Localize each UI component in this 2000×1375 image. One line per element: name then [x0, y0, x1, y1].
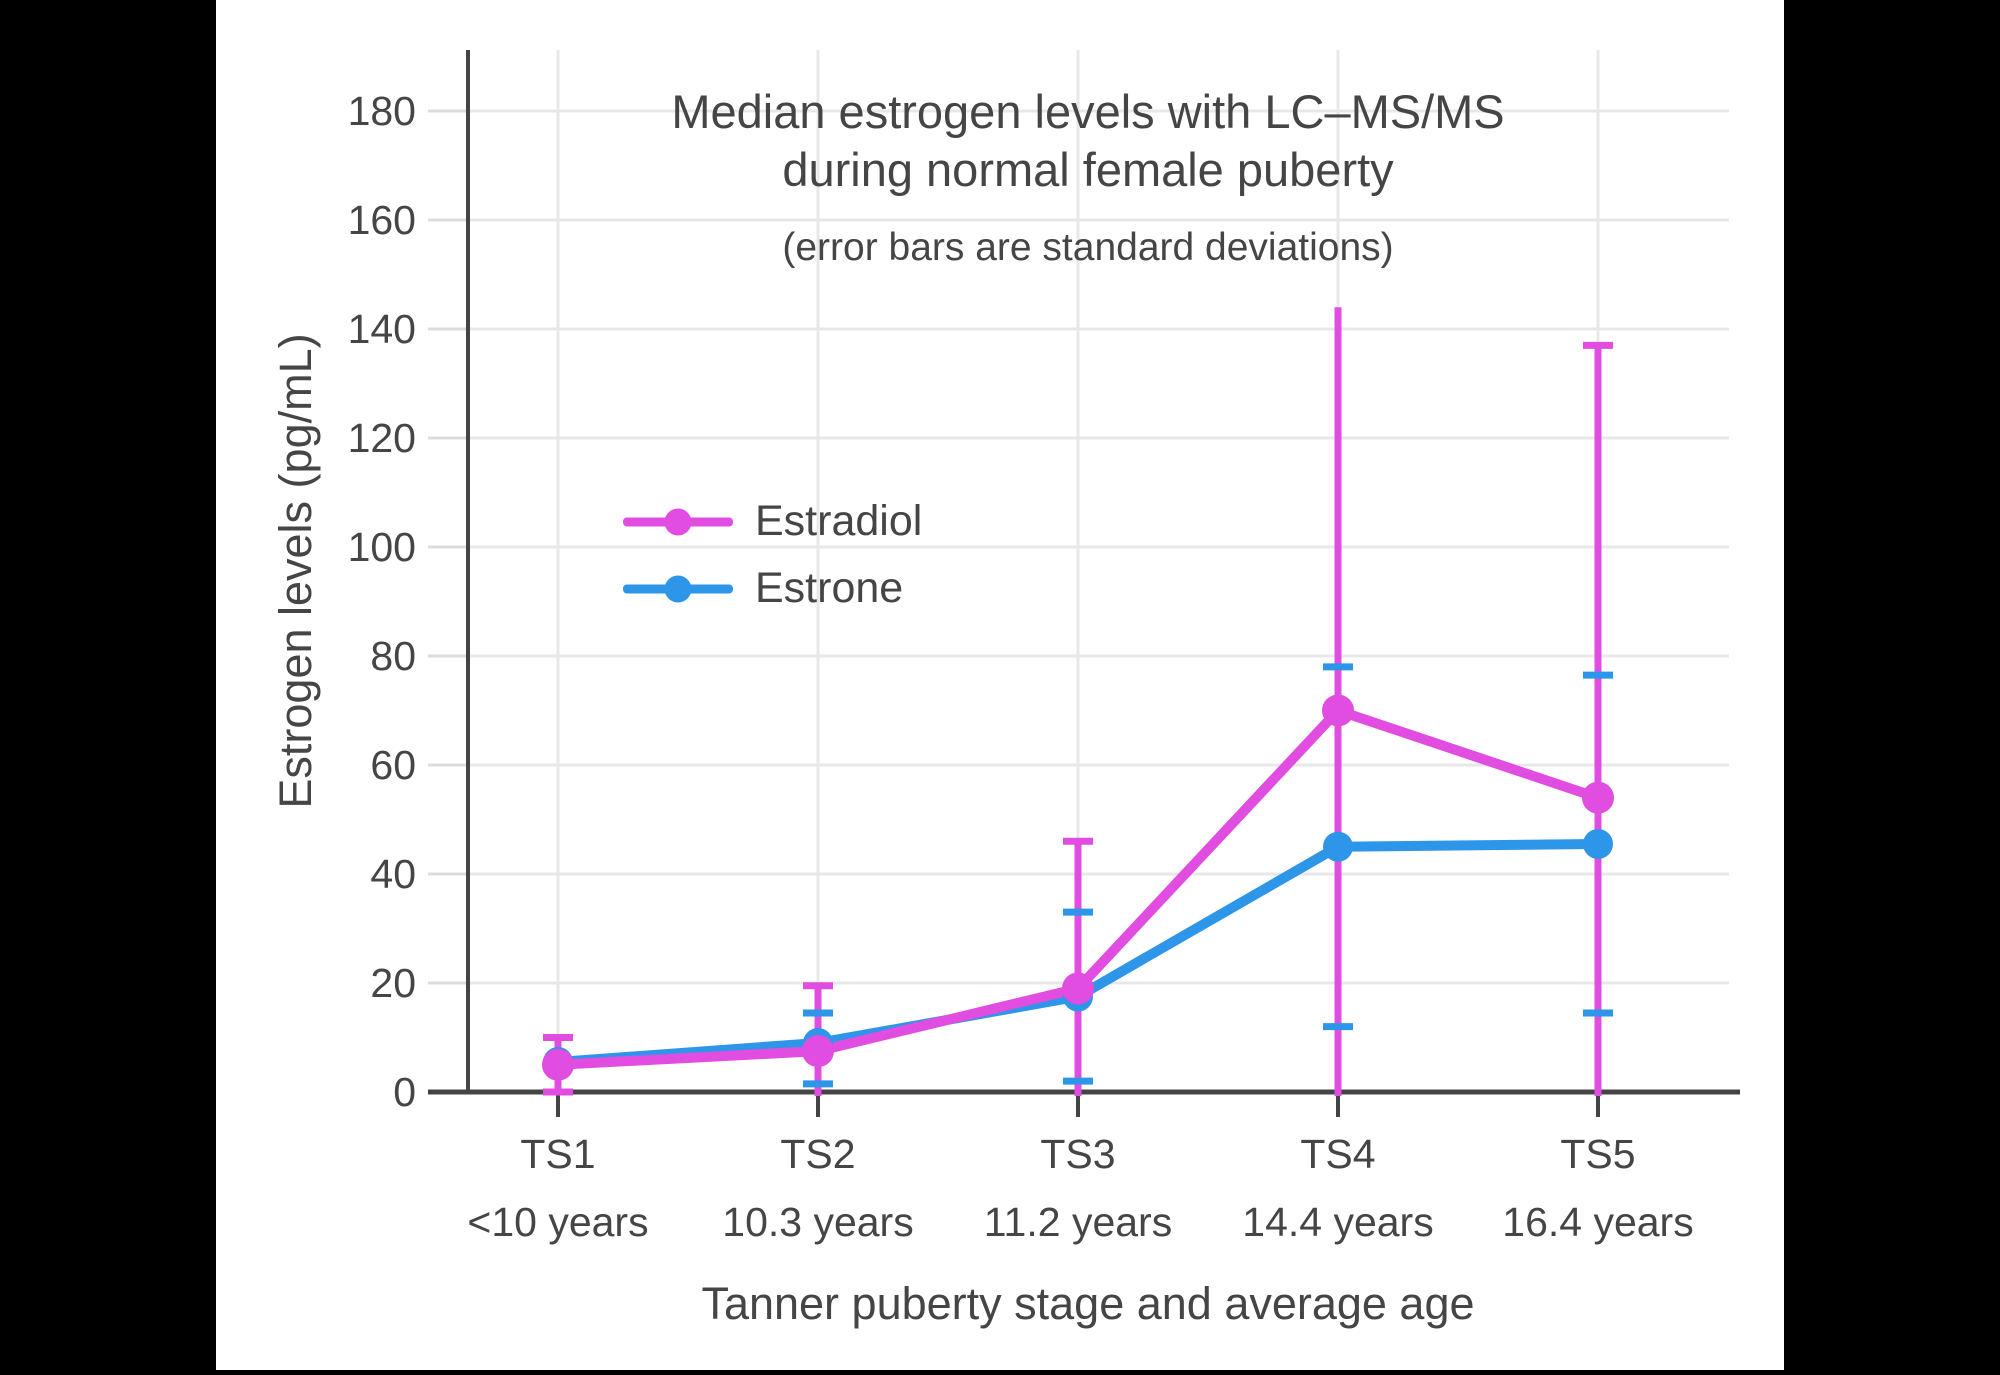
x-tick-label-stage: TS2 — [780, 1131, 855, 1177]
estradiol-marker — [1582, 781, 1614, 814]
x-tick-label-age: <10 years — [467, 1199, 648, 1245]
x-tick-label-stage: TS3 — [1040, 1131, 1115, 1177]
chart-subtitle: (error bars are standard deviations) — [782, 226, 1394, 269]
y-tick-label: 80 — [370, 633, 416, 679]
x-tick-label-age: 11.2 years — [984, 1199, 1172, 1245]
y-tick-label: 40 — [370, 851, 416, 897]
y-tick-label: 20 — [370, 960, 416, 1006]
estrone-line-marker-icon — [623, 572, 733, 606]
y-tick-label: 120 — [348, 415, 416, 461]
y-axis-title: Estrogen levels (pg/mL) — [270, 333, 321, 809]
y-tick-label: 100 — [348, 524, 416, 570]
estradiol-marker — [1322, 694, 1354, 727]
x-tick-label-age: 14.4 years — [1242, 1199, 1433, 1245]
y-tick-label: 0 — [393, 1069, 416, 1115]
y-tick-label: 140 — [348, 306, 416, 352]
plot-area: 0 20 40 60 80 100 120 140 160 180 TS1 <10 years TS2 1… — [348, 50, 1740, 1245]
y-tick-label: 160 — [348, 197, 416, 243]
x-tick-label-age: 10.3 years — [722, 1199, 913, 1245]
estrone-marker — [1323, 831, 1353, 862]
estradiol-marker — [802, 1035, 834, 1068]
estradiol-marker — [542, 1048, 574, 1081]
x-tick-label-stage: TS1 — [520, 1131, 595, 1177]
legend-item-estrone[interactable]: Estrone — [623, 555, 922, 622]
legend-label-estrone: Estrone — [755, 564, 904, 612]
chart-title-line2: during normal female puberty — [782, 143, 1394, 196]
estradiol-marker — [1062, 972, 1094, 1005]
x-tick-label-age: 16.4 years — [1502, 1199, 1693, 1245]
legend-label-estradiol: Estradiol — [755, 497, 923, 545]
x-tick-label-stage: TS4 — [1300, 1131, 1375, 1177]
chart-canvas: Median estrogen levels with LC–MS/MS dur… — [216, 0, 1784, 1370]
chart-title-line1: Median estrogen levels with LC–MS/MS — [671, 85, 1505, 138]
legend: Estradiol Estrone — [623, 488, 922, 622]
y-tick-label: 60 — [370, 742, 416, 788]
x-tick-label-stage: TS5 — [1560, 1131, 1635, 1177]
estrone-marker — [1583, 829, 1613, 860]
legend-item-estradiol[interactable]: Estradiol — [623, 488, 922, 555]
x-axis-title: Tanner puberty stage and average age — [701, 1278, 1475, 1329]
y-tick-label: 180 — [348, 88, 416, 134]
estradiol-line-marker-icon — [623, 505, 733, 539]
